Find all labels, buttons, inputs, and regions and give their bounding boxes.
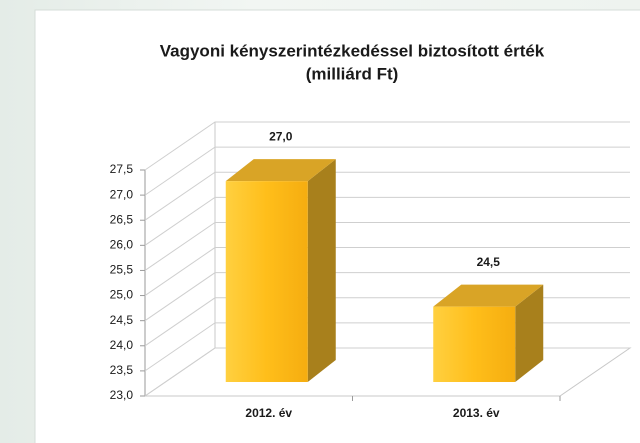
chart-title: (milliárd Ft)	[306, 64, 399, 83]
bar-top	[433, 284, 544, 307]
grid-line	[144, 247, 630, 296]
y-tick-label: 25,0	[110, 288, 134, 302]
y-tick-label: 26,5	[110, 212, 134, 226]
y-tick-label: 25,5	[110, 263, 134, 277]
grid-line	[144, 196, 630, 246]
y-tick-label: 23,0	[110, 388, 134, 402]
bar-front	[225, 181, 308, 382]
bar	[433, 284, 544, 382]
y-tick-label: 27,0	[110, 187, 134, 201]
y-tick-label: 26,0	[110, 238, 134, 252]
grid-line	[144, 121, 630, 171]
y-tick-label: 23,5	[110, 363, 134, 377]
y-tick-label: 27,5	[110, 162, 134, 176]
y-tick-label: 24,0	[110, 338, 134, 352]
chart-title: Vagyoni kényszerintézkedéssel biztosítot…	[160, 41, 545, 60]
bar-side	[515, 284, 544, 382]
x-tick-label: 2013. év	[453, 406, 500, 420]
grid-line	[144, 171, 630, 221]
grid-line	[144, 221, 630, 271]
y-tick-label: 24,5	[110, 313, 134, 327]
bar-side	[307, 159, 336, 382]
bar-front	[433, 306, 516, 382]
grid-line	[144, 146, 630, 196]
bar-top	[225, 159, 336, 182]
chart-panel	[34, 9, 640, 443]
value-label: 27,0	[269, 129, 293, 143]
grid-line	[144, 272, 630, 322]
value-label: 24,5	[477, 255, 501, 269]
x-tick-label: 2012. év	[245, 406, 292, 420]
bar	[225, 159, 336, 382]
